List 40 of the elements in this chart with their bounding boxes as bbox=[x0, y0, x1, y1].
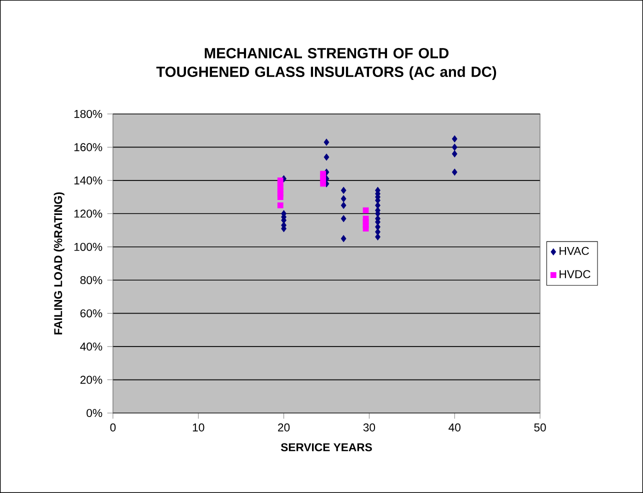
y-tick-label: 120% bbox=[74, 210, 102, 218]
y-tick-label: 180% bbox=[74, 110, 102, 118]
point bbox=[375, 233, 380, 240]
x-tick-label: 50 bbox=[534, 423, 546, 432]
y-tick-label: 160% bbox=[74, 143, 102, 152]
y-tick-label: 80% bbox=[80, 276, 102, 284]
y-tick-label: 20% bbox=[80, 376, 102, 384]
y-tick-label: 40% bbox=[80, 342, 102, 351]
point bbox=[340, 215, 346, 222]
x-axis-title: SERVICE YEARS bbox=[280, 443, 372, 452]
y-tick-label: 60% bbox=[80, 309, 102, 318]
x-tick-label: 20 bbox=[278, 423, 290, 432]
point bbox=[362, 226, 369, 232]
point bbox=[324, 138, 330, 146]
point bbox=[320, 180, 326, 187]
y-tick-label: 140% bbox=[74, 176, 102, 184]
y-axis-title: FAILING LOAD (%RATING) bbox=[54, 192, 64, 334]
x-tick-label: 10 bbox=[192, 423, 204, 432]
point bbox=[277, 194, 284, 200]
point bbox=[452, 150, 458, 158]
x-tick-label: 30 bbox=[363, 423, 376, 432]
point bbox=[340, 202, 346, 209]
chart-title: MECHANICAL STRENGTH OF OLD TOUGHENED GLASS INSULATORS (AC and DC) bbox=[156, 48, 496, 80]
point bbox=[340, 195, 346, 202]
point bbox=[452, 168, 458, 176]
point bbox=[452, 144, 458, 151]
point bbox=[277, 202, 284, 208]
point bbox=[375, 228, 380, 236]
x-tick-label: 40 bbox=[448, 423, 460, 432]
point bbox=[375, 223, 380, 230]
x-tick-label: 0 bbox=[110, 423, 116, 432]
point bbox=[324, 154, 330, 161]
legend-label: HVDC bbox=[560, 270, 590, 278]
y-tick-label: 100% bbox=[74, 242, 102, 251]
point bbox=[340, 235, 346, 242]
point bbox=[340, 186, 346, 194]
legend-label: HVAC bbox=[560, 246, 589, 255]
point bbox=[452, 135, 458, 142]
y-tick-label: 0% bbox=[86, 409, 102, 418]
point bbox=[362, 207, 369, 214]
